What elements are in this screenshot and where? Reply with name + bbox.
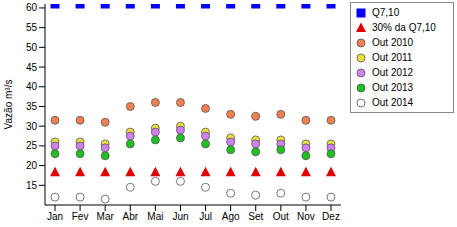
svg-text:30: 30: [26, 121, 38, 132]
svg-text:50: 50: [26, 42, 38, 53]
svg-text:Ago: Ago: [222, 211, 240, 222]
svg-text:45: 45: [26, 62, 38, 73]
svg-text:40: 40: [26, 81, 38, 92]
html-text:Out 2010: Out 2010: [372, 37, 414, 48]
html-text:30% da Q7,10: 30% da Q7,10: [372, 22, 436, 33]
svg-text:Abr: Abr: [122, 211, 138, 222]
svg-text:Jul: Jul: [199, 211, 212, 222]
svg-text:60: 60: [26, 2, 38, 13]
html-text:Out 2012: Out 2012: [372, 67, 414, 78]
html-text:Out 2013: Out 2013: [372, 82, 414, 93]
svg-text:55: 55: [26, 22, 38, 33]
svg-text:35: 35: [26, 101, 38, 112]
svg-text:Nov: Nov: [297, 211, 315, 222]
svg-text:Jun: Jun: [172, 211, 188, 222]
html-text:Out 2011: Out 2011: [372, 52, 413, 63]
svg-text:Set: Set: [248, 211, 263, 222]
svg-text:15: 15: [26, 180, 38, 191]
svg-text:Mar: Mar: [97, 211, 115, 222]
svg-text:Dez: Dez: [322, 211, 340, 222]
svg-text:Jan: Jan: [47, 211, 63, 222]
svg-text:25: 25: [26, 140, 38, 151]
svg-text:Mai: Mai: [147, 211, 163, 222]
svg-text:Out: Out: [273, 211, 289, 222]
html-text:Q7,10: Q7,10: [372, 7, 400, 18]
html-text:Out 2014: Out 2014: [372, 97, 414, 108]
svg-text:Vazão m³/s: Vazão m³/s: [8, 80, 14, 130]
svg-text:Fev: Fev: [72, 211, 89, 222]
svg-text:20: 20: [26, 160, 38, 171]
